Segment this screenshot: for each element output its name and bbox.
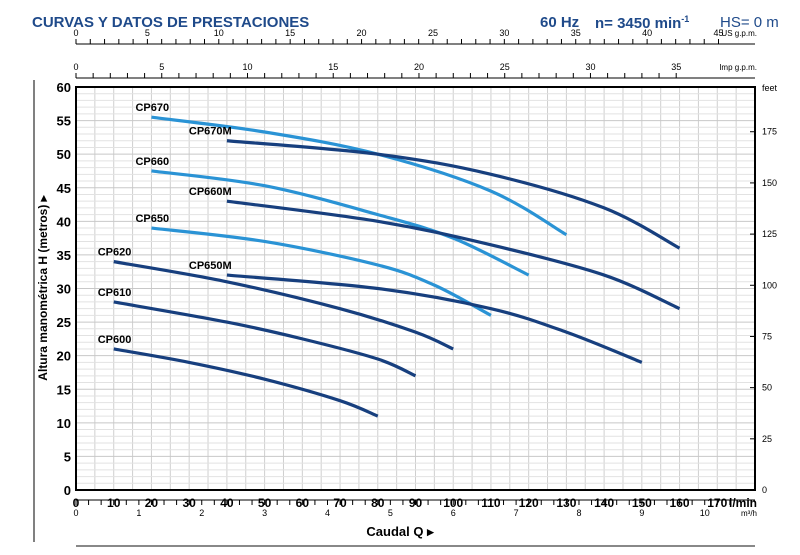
y-axis-title: Altura manométrica H (metros) ▸ xyxy=(36,194,50,380)
curve-label-cp610: CP610 xyxy=(98,287,132,299)
us-gpm-axis-tick-label: 40 xyxy=(642,28,652,38)
speed-text: n= 3450 min xyxy=(595,15,682,32)
curve-label-cp660m: CP660M xyxy=(189,186,232,198)
curve-cp650 xyxy=(151,226,492,317)
m3h-axis-tick-label: 4 xyxy=(325,508,330,518)
feet-tick-label: 125 xyxy=(762,229,777,239)
y-tick-label: 55 xyxy=(57,114,71,129)
curve-cp660 xyxy=(151,169,530,277)
curve-label-cp650: CP650 xyxy=(135,213,169,225)
curve-cp670m xyxy=(226,139,681,250)
plot-frame xyxy=(75,86,756,491)
speed: n= 3450 min-1 xyxy=(595,14,689,32)
feet-tick-label: 175 xyxy=(762,127,777,137)
m3h-axis-tick-label: 9 xyxy=(639,508,644,518)
imp-gpm-axis-tick-label: 0 xyxy=(73,62,78,72)
y-tick-label: 20 xyxy=(57,349,71,364)
m3h-axis-tick-label: 6 xyxy=(451,508,456,518)
us-gpm-axis-tick-label: 5 xyxy=(145,28,150,38)
curve-cp600 xyxy=(113,347,379,418)
feet-tick-label: 50 xyxy=(762,383,772,393)
us-gpm-axis-tick-label: 15 xyxy=(285,28,295,38)
curve-cp650m xyxy=(226,273,643,364)
m3h-axis-tick-label: 3 xyxy=(262,508,267,518)
us-gpm-axis-tick-label: 10 xyxy=(214,28,224,38)
imp-gpm-axis-tick-label: 5 xyxy=(159,62,164,72)
m3h-axis-tick-label: 8 xyxy=(576,508,581,518)
feet-tick-label: 100 xyxy=(762,280,777,290)
feet-tick-label: 75 xyxy=(762,331,772,341)
y-tick-label: 50 xyxy=(57,147,71,162)
frequency: 60 Hz xyxy=(540,14,580,31)
imp-gpm-axis-tick-label: 20 xyxy=(414,62,424,72)
curve-cp620 xyxy=(113,260,454,351)
m3h-axis-tick-label: 5 xyxy=(388,508,393,518)
x-axis-title: Caudal Q ▸ xyxy=(366,524,435,539)
m3h-axis-tick-label: 0 xyxy=(73,508,78,518)
us-gpm-axis-tick-label: 45 xyxy=(713,28,723,38)
feet-tick-label: 150 xyxy=(762,178,777,188)
curve-label-cp670: CP670 xyxy=(135,102,169,114)
y-tick-label: 5 xyxy=(64,449,71,464)
imp-gpm-axis-tick-label: 10 xyxy=(242,62,252,72)
imp-gpm-axis-tick-label: 25 xyxy=(500,62,510,72)
imp-gpm-axis-tick-label: 30 xyxy=(585,62,595,72)
imp-gpm-axis-unit-label: Imp g.p.m. xyxy=(719,63,757,72)
curve-label-cp660: CP660 xyxy=(135,156,169,168)
y-tick-label: 45 xyxy=(57,181,71,196)
us-gpm-axis-unit-label: US g.p.m. xyxy=(721,29,757,38)
curve-label-cp650m: CP650M xyxy=(189,260,232,272)
curve-label-cp600: CP600 xyxy=(98,334,132,346)
us-gpm-axis-tick-label: 30 xyxy=(499,28,509,38)
y-tick-label: 30 xyxy=(57,282,71,297)
us-gpm-axis-tick-label: 35 xyxy=(571,28,581,38)
us-gpm-axis-tick-label: 0 xyxy=(73,28,78,38)
m3h-axis-tick-label: 7 xyxy=(514,508,519,518)
x-unit-label: l/min xyxy=(729,496,757,510)
curve-label-cp620: CP620 xyxy=(98,247,132,259)
feet-unit-label: feet xyxy=(762,83,778,93)
us-gpm-axis-tick-label: 25 xyxy=(428,28,438,38)
page-title: CURVAS Y DATOS DE PRESTACIONES xyxy=(32,14,310,31)
m3h-axis-tick-label: 1 xyxy=(136,508,141,518)
m3h-axis-tick-label: 2 xyxy=(199,508,204,518)
y-tick-label: 0 xyxy=(64,483,71,498)
m3h-axis-tick-label: 10 xyxy=(700,508,710,518)
y-tick-label: 40 xyxy=(57,214,71,229)
y-tick-label: 60 xyxy=(57,80,71,95)
feet-tick-label: 0 xyxy=(762,485,767,495)
y-tick-label: 10 xyxy=(57,416,71,431)
y-tick-label: 25 xyxy=(57,315,71,330)
curve-label-cp670m: CP670M xyxy=(189,126,232,138)
imp-gpm-axis-tick-label: 15 xyxy=(328,62,338,72)
hs-value: HS= 0 m xyxy=(720,14,779,31)
speed-sup: -1 xyxy=(681,14,690,24)
curve-cp610 xyxy=(113,300,417,378)
us-gpm-axis-tick-label: 20 xyxy=(357,28,367,38)
y-tick-label: 15 xyxy=(57,382,71,397)
imp-gpm-axis-tick-label: 35 xyxy=(671,62,681,72)
y-tick-label: 35 xyxy=(57,248,71,263)
m3h-axis-unit-label: m³/h xyxy=(741,509,757,518)
curve-cp660m xyxy=(226,199,681,311)
feet-tick-label: 25 xyxy=(762,434,772,444)
